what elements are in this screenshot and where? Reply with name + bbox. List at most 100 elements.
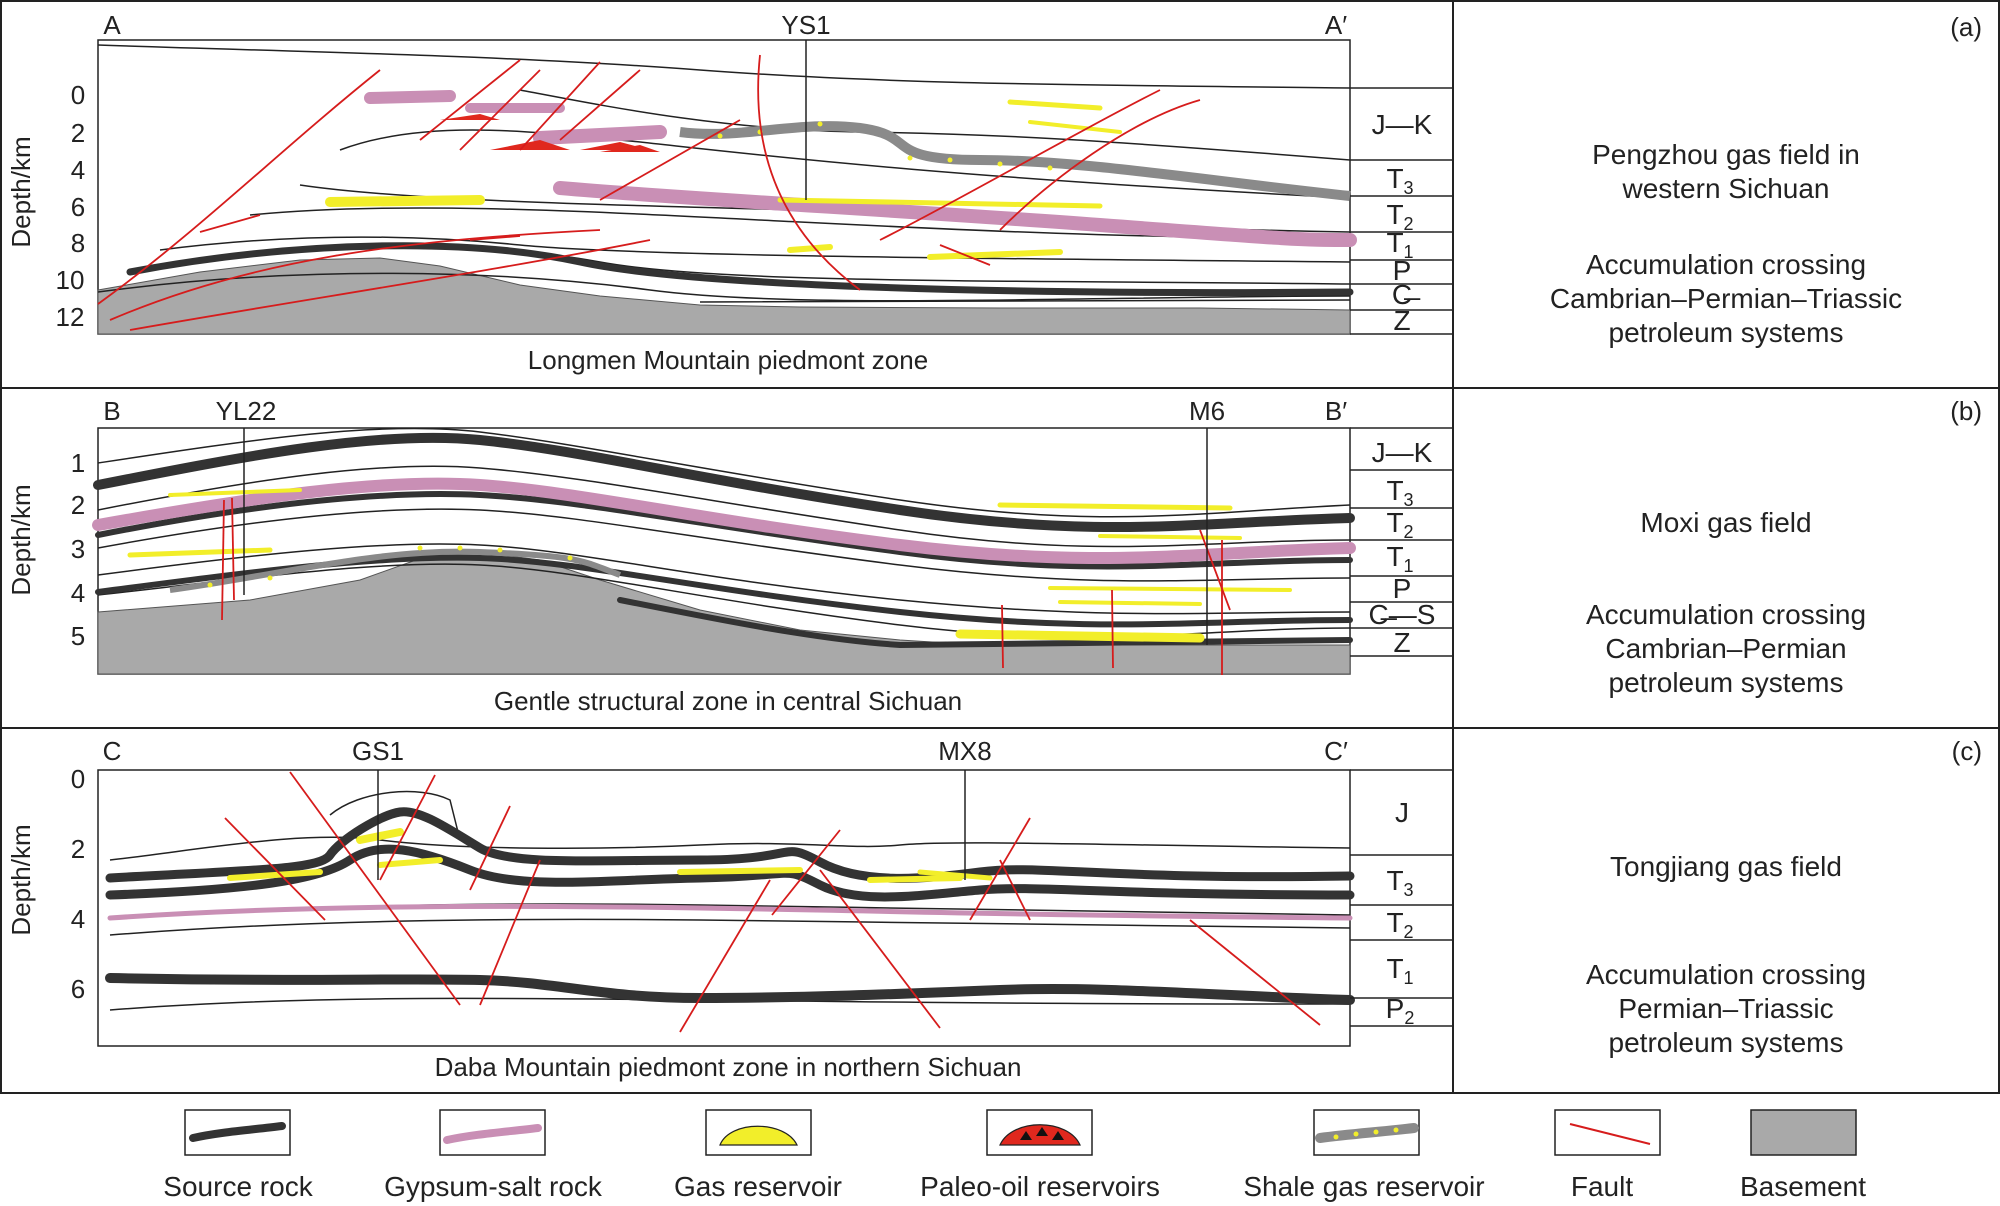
panel-a: YS1 A A′ Depth/km 0 2 4 6 8 10 12 J—K T3 xyxy=(6,10,1982,375)
strata-labels-c: J T3 T2 T1 P2 xyxy=(1386,797,1415,1028)
stratum-label: C̶—S xyxy=(1369,599,1436,630)
depth-tick: 10 xyxy=(56,265,85,295)
stratum-label: P2 xyxy=(1386,993,1415,1028)
strata-column-b xyxy=(1350,427,1453,657)
stratum-label: P xyxy=(1393,573,1412,604)
stratum-label: T3 xyxy=(1386,865,1413,900)
panel-tag-a: (a) xyxy=(1950,12,1982,42)
section-end-b: B′ xyxy=(1325,396,1347,426)
faults-c xyxy=(224,771,1321,1033)
field-name-a: Pengzhou gas field in western Sichuan xyxy=(1592,139,1860,204)
shale-gas-a xyxy=(679,121,1351,201)
legend-item-basement: Basement xyxy=(1740,1109,1866,1202)
stratum-label: J—K xyxy=(1372,437,1433,468)
strata-labels-a: J—K T3 T2 T1 P C̶ Z xyxy=(1372,109,1433,336)
depth-tick: 0 xyxy=(71,764,85,794)
shale-gas-b xyxy=(169,545,622,593)
stratum-label: T1 xyxy=(1386,227,1413,262)
panel-tag-c: (c) xyxy=(1952,736,1982,766)
faults-a xyxy=(97,54,1201,331)
field-name-b: Moxi gas field xyxy=(1640,507,1811,538)
strata-column-a xyxy=(1350,87,1453,335)
stratum-label: T1 xyxy=(1386,541,1413,576)
legend-label: Fault xyxy=(1571,1171,1633,1202)
well-label-ys1: YS1 xyxy=(781,10,830,40)
section-start-a: A xyxy=(103,10,121,40)
accumulation-text-a: Accumulation crossing Cambrian–Permian–Tr… xyxy=(1550,249,1902,348)
depth-tick: 3 xyxy=(71,534,85,564)
panel-b: YL22 M6 B B′ Depth/km 1 2 3 4 5 J—K T3 T… xyxy=(6,396,1982,716)
depth-axis-label-c: Depth/km xyxy=(6,824,36,935)
panel-c: GS1 MX8 C C′ Depth/km 0 2 4 6 J T3 T2 T1… xyxy=(6,736,1982,1082)
shale-gas-dots-a xyxy=(717,121,1053,171)
legend-label: Basement xyxy=(1740,1171,1866,1202)
depth-ticks-a: 0 2 4 6 8 10 12 xyxy=(56,80,86,332)
stratum-label: T2 xyxy=(1386,199,1413,234)
depth-tick: 2 xyxy=(71,834,85,864)
depth-axis-label-b: Depth/km xyxy=(6,484,36,595)
well-label-gs1: GS1 xyxy=(352,736,404,766)
legend: Source rock Gypsum-salt rock Gas reservo… xyxy=(163,1109,1866,1202)
depth-tick: 2 xyxy=(71,490,85,520)
zone-caption-b: Gentle structural zone in central Sichua… xyxy=(494,686,962,716)
zone-caption-a: Longmen Mountain piedmont zone xyxy=(528,345,928,375)
stratum-label: J—K xyxy=(1372,109,1433,140)
section-end-c: C′ xyxy=(1324,736,1348,766)
section-start-b: B xyxy=(103,396,120,426)
legend-label: Shale gas reservoir xyxy=(1243,1171,1484,1202)
strata-column-c xyxy=(1350,769,1453,1027)
stratum-label: T1 xyxy=(1386,953,1413,988)
basement-b xyxy=(97,551,1351,675)
legend-item-gypsum-salt: Gypsum-salt rock xyxy=(384,1109,603,1202)
stratum-label: J xyxy=(1395,797,1409,828)
depth-axis-label-a: Depth/km xyxy=(6,136,36,247)
well-label-m6: M6 xyxy=(1189,396,1225,426)
legend-item-gas-reservoir: Gas reservoir xyxy=(674,1109,842,1202)
depth-tick: 5 xyxy=(71,621,85,651)
zone-caption-c: Daba Mountain piedmont zone in northern … xyxy=(435,1052,1022,1082)
section-start-c: C xyxy=(103,736,122,766)
accumulation-text-c: Accumulation crossing Permian–Triassic pet… xyxy=(1586,959,1866,1058)
gas-reservoirs-a xyxy=(325,99,1122,260)
legend-label: Source rock xyxy=(163,1171,313,1202)
source-rock-a xyxy=(126,242,1354,297)
legend-label: Gas reservoir xyxy=(674,1171,842,1202)
figure-frame xyxy=(0,0,2000,1094)
gypsum-layers-c xyxy=(107,903,1353,921)
strata-labels-b: J—K T3 T2 T1 P C̶—S Z xyxy=(1369,437,1436,658)
legend-item-source-rock: Source rock xyxy=(163,1109,314,1202)
depth-tick: 0 xyxy=(71,80,85,110)
gas-reservoirs-c xyxy=(227,828,993,883)
depth-ticks-b: 1 2 3 4 5 xyxy=(71,448,85,651)
legend-label: Paleo-oil reservoirs xyxy=(920,1171,1160,1202)
stratum-label: Z xyxy=(1393,627,1410,658)
faults-b xyxy=(221,497,1231,675)
depth-tick: 6 xyxy=(71,192,85,222)
stratum-label: T2 xyxy=(1386,507,1413,542)
stratum-label: P xyxy=(1393,255,1412,286)
depth-tick: 6 xyxy=(71,974,85,1004)
legend-item-shale-gas: Shale gas reservoir xyxy=(1243,1109,1485,1202)
stratum-label: T2 xyxy=(1386,907,1413,942)
legend-label: Gypsum-salt rock xyxy=(384,1171,603,1202)
section-end-a: A′ xyxy=(1325,10,1347,40)
well-label-yl22: YL22 xyxy=(216,396,277,426)
gypsum-layers-a xyxy=(364,90,1357,247)
accumulation-text-b: Accumulation crossing Cambrian–Permian pet… xyxy=(1586,599,1866,698)
basement-a xyxy=(97,257,1351,335)
depth-tick: 1 xyxy=(71,448,85,478)
field-name-c: Tongjiang gas field xyxy=(1610,851,1842,882)
depth-tick: 4 xyxy=(71,578,85,608)
legend-item-fault: Fault xyxy=(1554,1109,1661,1202)
paleo-oil-a xyxy=(440,114,660,152)
panel-tag-b: (b) xyxy=(1950,396,1982,426)
legend-item-paleo-oil: Paleo-oil reservoirs xyxy=(920,1109,1160,1202)
depth-tick: 4 xyxy=(71,155,85,185)
depth-ticks-c: 0 2 4 6 xyxy=(71,764,85,1004)
stratum-label: T3 xyxy=(1386,163,1413,198)
well-label-mx8: MX8 xyxy=(938,736,991,766)
stratum-label: Z xyxy=(1393,305,1410,336)
gas-reservoirs-b xyxy=(127,488,1292,643)
gypsum-layers-b xyxy=(92,477,1356,564)
